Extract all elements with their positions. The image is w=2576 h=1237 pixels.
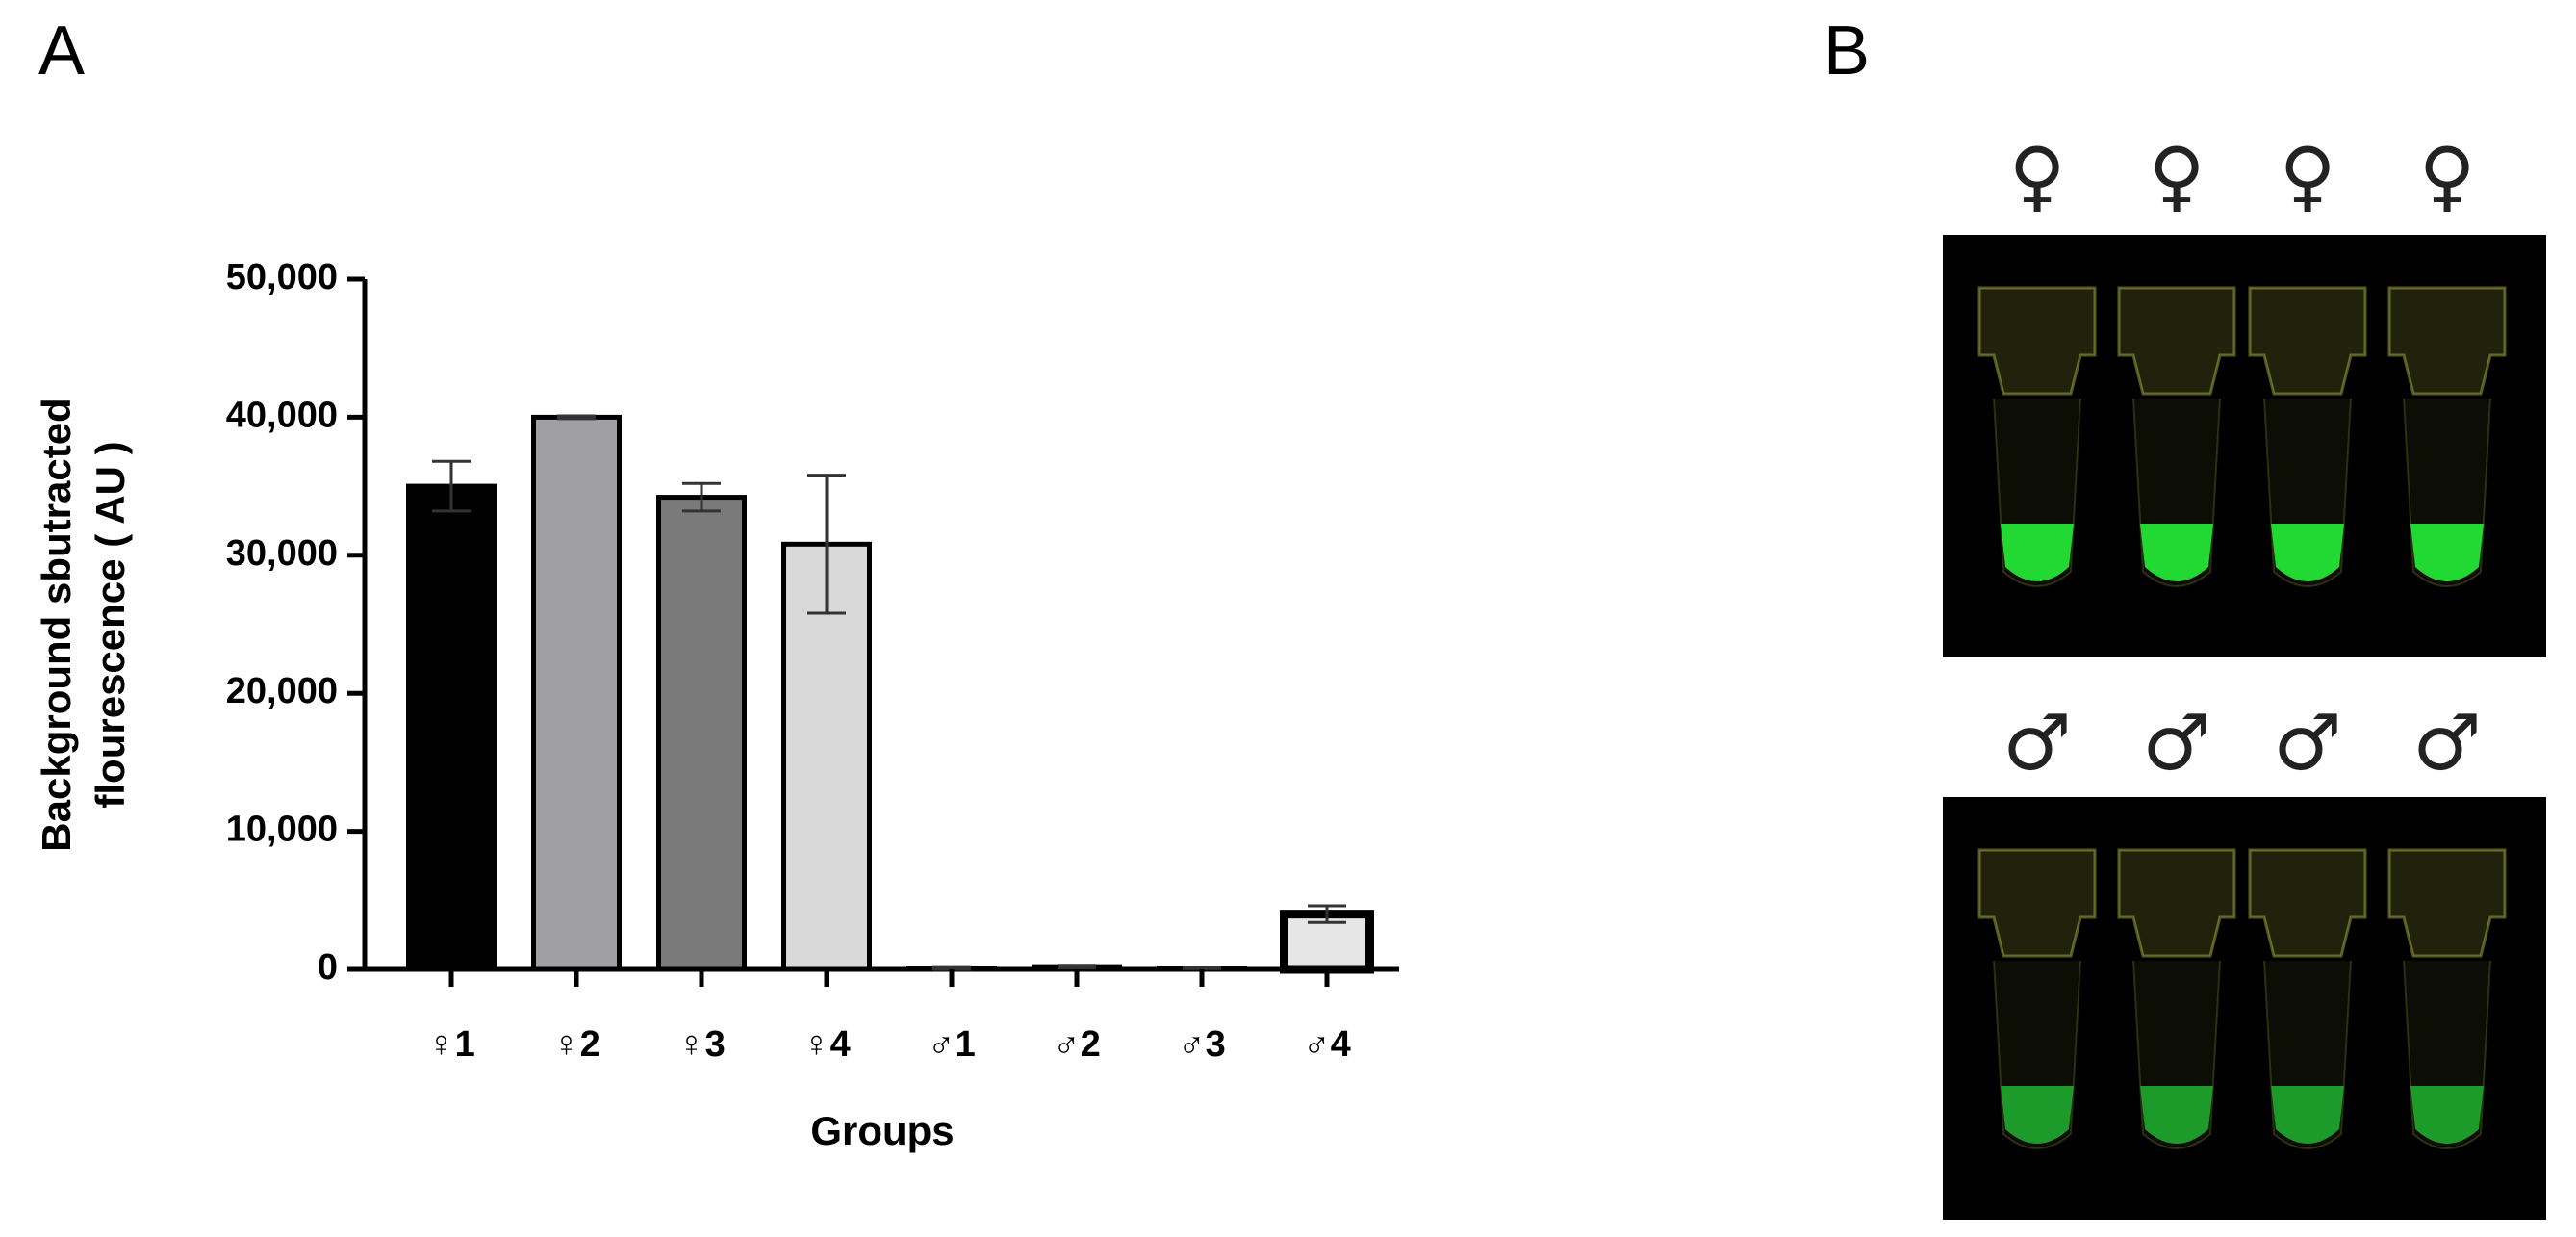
fluorescence (2140, 524, 2213, 581)
error-bar (1058, 964, 1096, 970)
bar (406, 483, 497, 972)
panel-label: B (1824, 13, 1870, 90)
sex-symbol: ♂ (2273, 698, 2342, 787)
fluorescence (2410, 1086, 2484, 1144)
y-tick-label: 50,000 (226, 257, 338, 297)
fluorescence (2001, 524, 2074, 581)
y-axis-title: Background sbutracted (34, 398, 79, 851)
y-tick-label: 40,000 (226, 395, 338, 435)
sex-symbol: ♀ (2280, 131, 2336, 220)
sex-symbol: ♀ (2419, 131, 2476, 220)
fluorescence (2271, 1086, 2344, 1144)
photo-top (1943, 235, 2546, 657)
x-axis-title: Groups (810, 1108, 954, 1153)
photo-bottom (1943, 797, 2546, 1220)
fluorescence (2410, 524, 2484, 581)
tube (2248, 848, 2367, 958)
sex-symbol: ♂ (2002, 698, 2072, 787)
tube (1977, 286, 2097, 396)
tube (1977, 848, 2097, 958)
x-tick-label: ♂3 (1178, 1024, 1226, 1065)
panel-label: A (38, 13, 85, 90)
sex-symbol: ♀ (2149, 131, 2206, 220)
error-bar (682, 481, 721, 513)
tube (2117, 286, 2236, 396)
tube (2248, 286, 2367, 396)
error-bar (432, 459, 471, 513)
tube (2387, 848, 2507, 958)
fluorescence (2001, 1086, 2074, 1144)
bar (781, 541, 872, 972)
sex-symbol: ♂ (2412, 698, 2482, 787)
y-axis-title: flourescence ( AU ) (88, 441, 133, 808)
bar (531, 414, 622, 972)
error-bar (1308, 904, 1346, 924)
error-bar (557, 414, 596, 421)
y-tick-label: 0 (318, 947, 338, 988)
fluorescence (2271, 524, 2344, 581)
x-tick-label: ♂1 (928, 1024, 976, 1065)
x-tick-label: ♀4 (803, 1024, 851, 1065)
sex-symbol: ♂ (2142, 698, 2211, 787)
x-tick-label: ♀2 (552, 1024, 600, 1065)
x-tick-label: ♂4 (1303, 1024, 1351, 1065)
fluorescence (2140, 1086, 2213, 1144)
error-bar (1183, 966, 1221, 970)
sex-symbol: ♀ (2009, 131, 2066, 220)
y-tick-label: 10,000 (226, 810, 338, 850)
error-bar (932, 965, 971, 971)
x-tick-label: ♀1 (427, 1024, 475, 1065)
bar (656, 495, 747, 972)
x-tick-label: ♂2 (1053, 1024, 1101, 1065)
error-bar (807, 474, 846, 615)
x-tick-label: ♀3 (677, 1024, 726, 1065)
tube (2117, 848, 2236, 958)
y-tick-label: 30,000 (226, 533, 338, 574)
tube (2387, 286, 2507, 396)
y-tick-label: 20,000 (226, 671, 338, 711)
